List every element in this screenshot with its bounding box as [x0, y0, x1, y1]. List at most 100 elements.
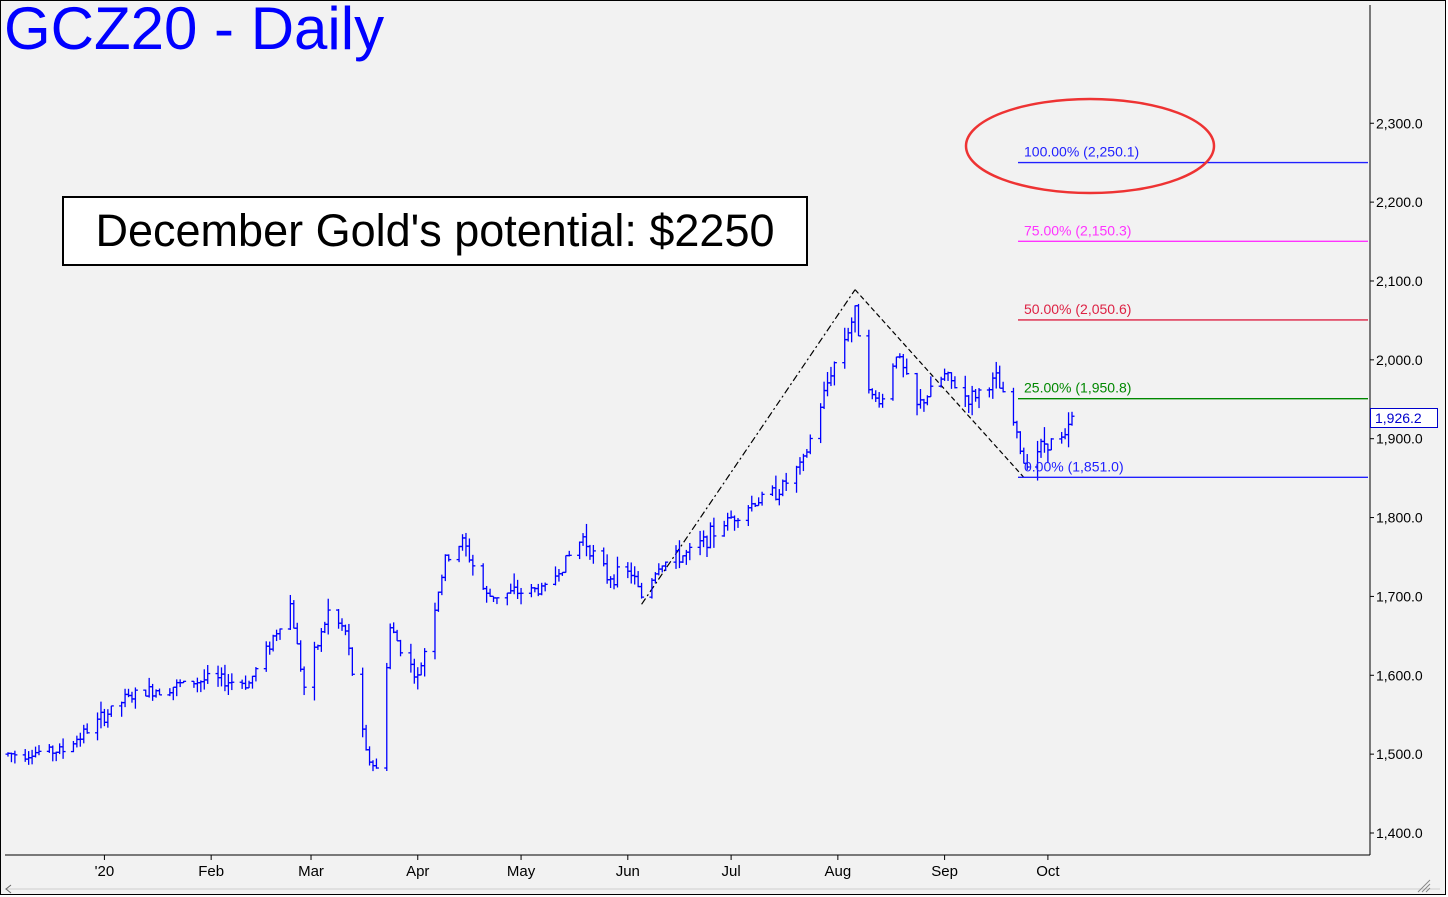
- price-bar: [463, 532, 469, 557]
- price-bar: [969, 385, 975, 416]
- price-bar: [735, 517, 741, 528]
- fib-level-label: 100.00% (2,250.1): [1024, 144, 1139, 160]
- price-bar: [346, 623, 352, 656]
- price-bar: [759, 491, 765, 506]
- price-bar: [962, 375, 968, 407]
- price-bar: [1069, 411, 1075, 426]
- price-bar: [769, 485, 775, 497]
- price-bar: [466, 538, 472, 563]
- price-bar: [632, 566, 638, 585]
- price-bar: [363, 724, 369, 751]
- price-bar: [1000, 381, 1006, 393]
- price-bar: [852, 305, 858, 333]
- price-bar: [797, 457, 803, 475]
- price-bar: [849, 317, 855, 343]
- price-bar: [845, 327, 851, 342]
- fib-level-label: 0.00% (1,851.0): [1024, 458, 1124, 474]
- price-bar: [129, 691, 135, 703]
- fib-level-label: 75.00% (2,150.3): [1024, 222, 1131, 238]
- x-tick-label: Mar: [298, 863, 324, 880]
- y-tick-label: 1,600.0: [1376, 667, 1423, 683]
- price-bar: [528, 584, 534, 598]
- price-bar: [697, 530, 703, 556]
- price-bar: [511, 573, 517, 595]
- price-bar: [146, 677, 152, 698]
- price-bar: [456, 545, 462, 563]
- price-bar: [101, 708, 107, 727]
- price-bar: [418, 662, 424, 676]
- chart-title: GCZ20 - Daily: [4, 0, 385, 62]
- y-tick-label: 1,800.0: [1376, 510, 1423, 526]
- price-bar: [218, 667, 224, 687]
- price-bar: [1062, 428, 1068, 440]
- price-bar: [900, 353, 906, 378]
- price-bar: [1014, 420, 1020, 439]
- price-bar: [408, 643, 414, 673]
- price-bar: [921, 398, 927, 412]
- y-tick-label: 2,000.0: [1376, 352, 1423, 368]
- price-bar: [267, 641, 273, 655]
- price-bar: [274, 629, 280, 642]
- price-bar: [108, 705, 114, 717]
- price-bar: [756, 497, 762, 507]
- price-bar: [725, 512, 731, 531]
- y-tick-label: 1,900.0: [1376, 431, 1423, 447]
- price-bar: [98, 701, 104, 729]
- price-bar: [398, 639, 404, 657]
- price-bar: [952, 376, 958, 389]
- scroll-left-arrow-icon[interactable]: [5, 884, 12, 894]
- price-bar: [515, 579, 521, 599]
- price-bar: [893, 356, 899, 369]
- pattern-leg-up: [641, 289, 856, 605]
- price-bar: [676, 540, 682, 569]
- price-bar: [53, 751, 59, 762]
- price-bar: [384, 662, 390, 772]
- price-bar: [842, 327, 848, 369]
- price-bar: [986, 387, 992, 398]
- price-bar: [484, 585, 490, 603]
- price-bar: [732, 515, 738, 531]
- resize-grip-icon[interactable]: [1417, 879, 1431, 893]
- price-bar: [876, 392, 882, 408]
- price-bar: [687, 543, 693, 561]
- price-bar: [504, 592, 510, 606]
- price-bar: [411, 658, 417, 684]
- price-bar: [704, 535, 710, 558]
- y-tick-label: 2,200.0: [1376, 194, 1423, 210]
- price-bar: [942, 368, 948, 381]
- price-bar: [614, 556, 620, 588]
- price-bar: [81, 724, 87, 744]
- last-price-tag: 1,926.2: [1370, 408, 1438, 428]
- price-bar: [580, 533, 586, 546]
- price-bar: [174, 679, 180, 697]
- price-bar: [60, 738, 66, 759]
- price-bar: [215, 665, 221, 687]
- price-bar: [897, 353, 903, 359]
- price-bar: [818, 403, 824, 444]
- price-bar: [539, 582, 545, 596]
- price-bar: [394, 629, 400, 642]
- price-bar: [587, 544, 593, 560]
- price-bar: [157, 688, 163, 696]
- price-bar: [701, 530, 707, 548]
- price-bar: [46, 744, 52, 753]
- price-bar: [470, 554, 476, 576]
- price-bar: [663, 561, 669, 572]
- price-bar: [821, 381, 827, 410]
- price-bar: [435, 591, 441, 612]
- x-tick-label: Sep: [931, 863, 958, 880]
- price-bar: [508, 583, 514, 594]
- price-bar: [301, 666, 307, 696]
- price-bar: [973, 389, 979, 402]
- price-bar: [518, 587, 524, 605]
- price-bar: [563, 554, 569, 574]
- price-bar: [415, 667, 421, 690]
- price-bar: [446, 554, 452, 562]
- price-bar: [253, 667, 259, 682]
- price-bar: [625, 562, 631, 579]
- price-bar: [170, 686, 176, 701]
- price-bar: [487, 588, 493, 597]
- pattern-leg-down: [854, 289, 1025, 478]
